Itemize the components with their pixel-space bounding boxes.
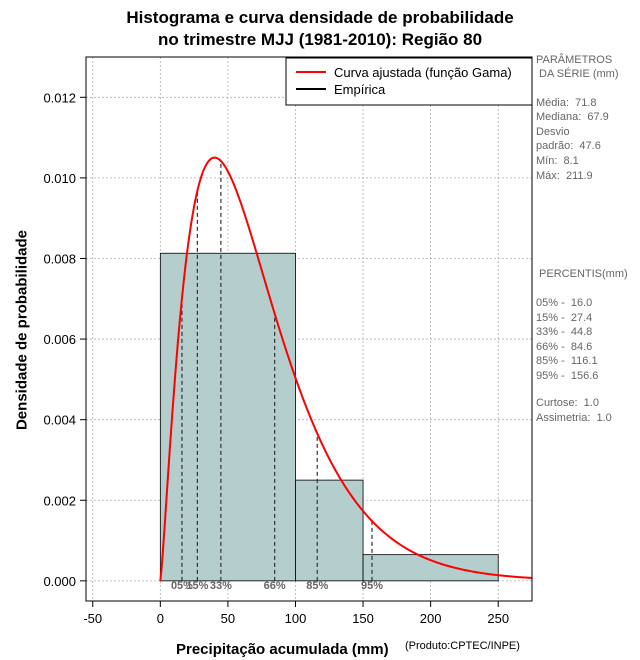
x-tick-label: 150: [352, 611, 374, 626]
legend-label-curve: Curva ajustada (função Gama): [334, 65, 512, 80]
percentil-05: 05% - 16.0: [536, 297, 593, 309]
x-tick-label: 200: [420, 611, 442, 626]
param-desvio-1: Desvio: [536, 126, 570, 138]
percentile-label: 95%: [361, 580, 383, 592]
params-header-2: DA SÉRIE (mm): [536, 68, 619, 80]
param-min: Mín: 8.1: [536, 155, 579, 167]
percentil-95: 95% - 156.6: [536, 370, 599, 382]
y-tick-label: 0.002: [43, 493, 76, 508]
plot-frame: [85, 56, 533, 602]
percentil-15: 15% - 27.4: [536, 312, 593, 324]
product-credit: (Produto:CPTEC/INPE): [405, 640, 520, 652]
param-media: Média: 71.8: [536, 97, 597, 109]
percentil-66: 66% - 84.6: [536, 341, 593, 353]
param-max: Máx: 211.9: [536, 170, 593, 182]
x-tick-label: 50: [221, 611, 235, 626]
percentile-label: 33%: [210, 580, 232, 592]
x-axis-label: Precipitação acumulada (mm): [176, 641, 389, 658]
percentile-label: 85%: [306, 580, 328, 592]
percentil-85: 85% - 116.1: [536, 355, 598, 367]
chart-title-line1: Histograma e curva densidade de probabil…: [126, 8, 514, 27]
y-tick-label: 0.006: [43, 332, 76, 347]
stat-curtose: Curtose: 1.0: [536, 397, 599, 409]
legend-label-empirica: Empírica: [334, 82, 386, 97]
y-tick-label: 0.008: [43, 251, 76, 266]
chart-title-line2: no trimestre MJJ (1981-2010): Região 80: [157, 30, 483, 49]
percentil-33: 33% - 44.8: [536, 326, 593, 338]
percentile-label: 05%: [171, 580, 193, 592]
y-axis-label: Densidade de probabilidade: [13, 229, 31, 431]
y-tick-label: 0.012: [43, 90, 76, 105]
param-desvio-2: padrão: 47.6: [536, 140, 601, 152]
x-tick-label: 0: [157, 611, 164, 626]
stat-assimetria: Assimetria: 1.0: [536, 412, 612, 424]
param-mediana: Mediana: 67.9: [536, 111, 609, 123]
percentile-label: 66%: [264, 580, 286, 592]
x-tick-label: 250: [487, 611, 509, 626]
x-tick-label: 100: [285, 611, 307, 626]
histogram-bar: [295, 479, 364, 582]
y-tick-label: 0.004: [43, 413, 76, 428]
fitted-gamma-curve: [159, 156, 532, 581]
x-tick-label: -50: [83, 611, 102, 626]
y-tick-label: 0.000: [43, 574, 76, 589]
y-tick-label: 0.010: [43, 171, 76, 186]
percentile-label: 15%: [186, 580, 208, 592]
histogram-bar: [362, 554, 499, 582]
legend-box: [285, 57, 533, 106]
percentis-header: PERCENTIS(mm): [536, 268, 628, 280]
params-header-1: PARÂMETROS: [536, 54, 613, 66]
